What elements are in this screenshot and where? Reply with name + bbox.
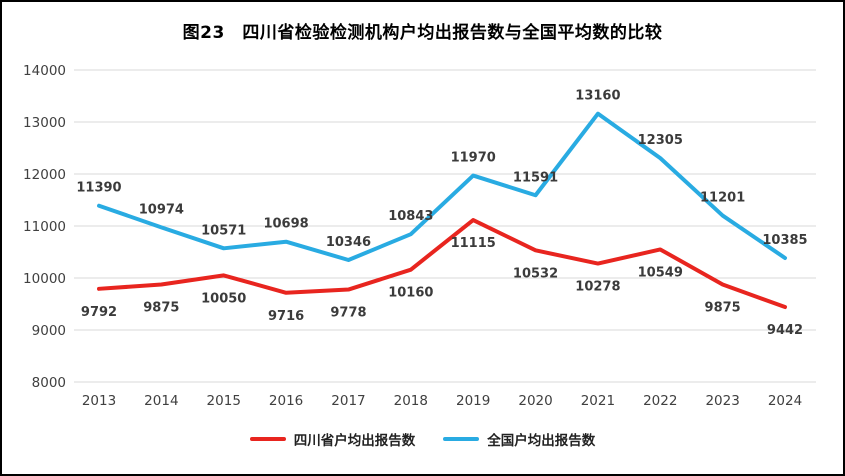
svg-text:9792: 9792 xyxy=(81,305,117,320)
svg-text:2018: 2018 xyxy=(394,393,428,409)
svg-text:10160: 10160 xyxy=(388,286,433,301)
svg-text:12000: 12000 xyxy=(23,167,66,183)
svg-text:11201: 11201 xyxy=(700,191,745,206)
legend-item-national: 全国户均出报告数 xyxy=(443,429,595,449)
svg-text:10532: 10532 xyxy=(513,266,558,281)
legend: 四川省户均出报告数 全国户均出报告数 xyxy=(2,429,843,449)
svg-text:10974: 10974 xyxy=(139,202,184,217)
svg-text:10549: 10549 xyxy=(638,265,683,280)
svg-text:2022: 2022 xyxy=(643,393,677,409)
svg-text:2020: 2020 xyxy=(518,393,552,409)
svg-text:10843: 10843 xyxy=(388,209,433,224)
svg-text:9442: 9442 xyxy=(767,323,803,338)
svg-text:2016: 2016 xyxy=(269,393,303,409)
svg-text:9875: 9875 xyxy=(705,301,741,316)
legend-label-national: 全国户均出报告数 xyxy=(487,433,596,449)
svg-text:14000: 14000 xyxy=(23,63,66,79)
svg-text:2017: 2017 xyxy=(331,393,365,409)
svg-text:2024: 2024 xyxy=(768,393,802,409)
svg-text:13160: 13160 xyxy=(575,89,620,104)
svg-text:2014: 2014 xyxy=(144,393,178,409)
svg-text:9875: 9875 xyxy=(143,301,179,316)
svg-text:10698: 10698 xyxy=(263,217,308,232)
svg-text:10050: 10050 xyxy=(201,291,246,306)
svg-text:11591: 11591 xyxy=(513,170,558,185)
svg-text:10278: 10278 xyxy=(575,280,620,295)
svg-text:10385: 10385 xyxy=(762,233,807,248)
national-line-swatch xyxy=(443,437,480,441)
svg-text:2015: 2015 xyxy=(207,393,241,409)
svg-text:2013: 2013 xyxy=(82,393,116,409)
svg-text:9716: 9716 xyxy=(268,309,304,324)
svg-text:8000: 8000 xyxy=(32,375,66,391)
svg-text:13000: 13000 xyxy=(23,115,66,131)
svg-text:2021: 2021 xyxy=(581,393,615,409)
sichuan-line-swatch xyxy=(249,437,286,441)
legend-label-sichuan: 四川省户均出报告数 xyxy=(293,433,416,449)
svg-text:11115: 11115 xyxy=(451,236,496,251)
svg-text:9000: 9000 xyxy=(32,323,66,339)
chart-title: 图23 四川省检验检测机构户均出报告数与全国平均数的比较 xyxy=(182,23,663,43)
svg-text:11000: 11000 xyxy=(23,219,66,235)
svg-text:11390: 11390 xyxy=(76,181,121,196)
svg-text:12305: 12305 xyxy=(638,133,683,148)
svg-text:2019: 2019 xyxy=(456,393,490,409)
svg-text:10571: 10571 xyxy=(201,223,246,238)
svg-text:10346: 10346 xyxy=(326,235,371,250)
svg-text:2023: 2023 xyxy=(705,393,739,409)
svg-text:10000: 10000 xyxy=(23,271,66,287)
svg-text:9778: 9778 xyxy=(330,306,366,321)
legend-item-sichuan: 四川省户均出报告数 xyxy=(249,429,416,449)
svg-text:11970: 11970 xyxy=(451,151,496,166)
